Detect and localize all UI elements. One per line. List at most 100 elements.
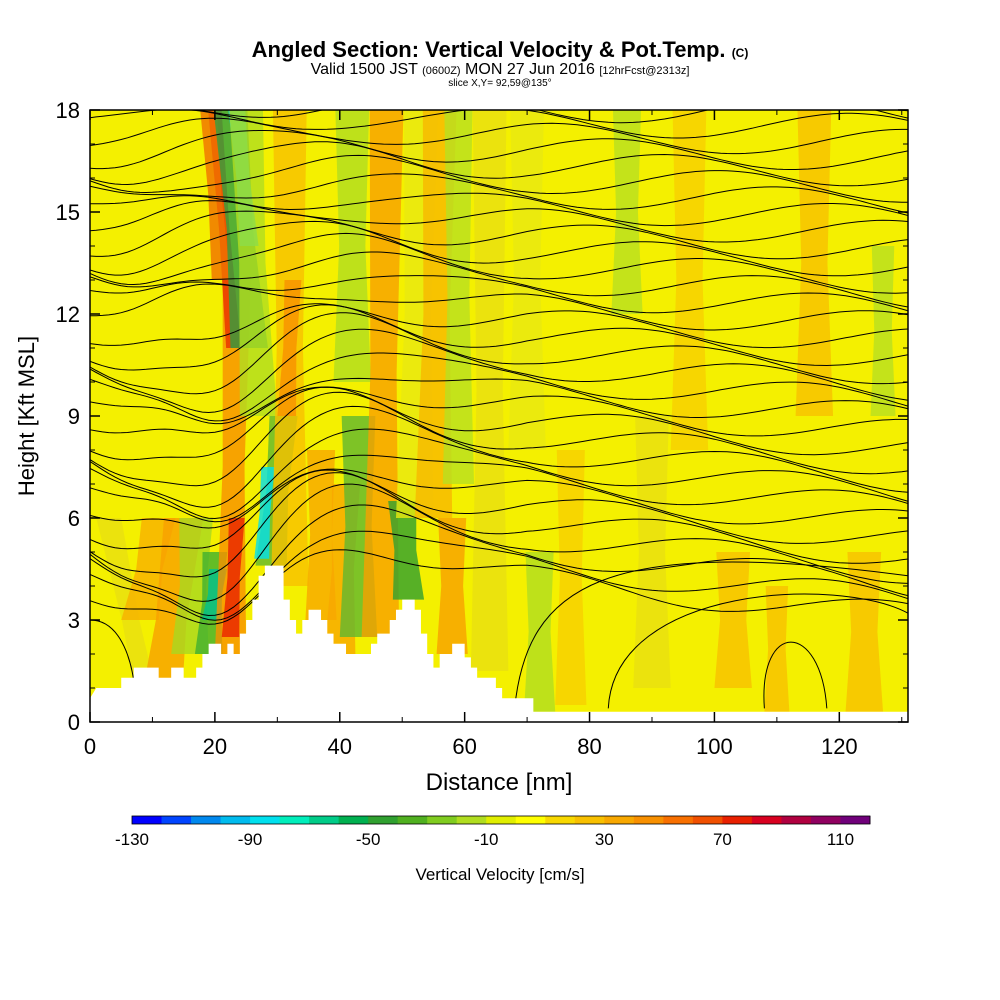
isentrope-line	[90, 117, 908, 155]
colorbar-swatch	[604, 816, 635, 824]
isentrope-line	[514, 561, 908, 709]
colorbar-tick-label: 30	[595, 830, 614, 849]
velocity-plume	[442, 110, 475, 484]
colorbar-swatch	[692, 816, 723, 824]
velocity-plume	[254, 467, 275, 559]
slice-info: slice X,Y= 92,59@135°	[448, 78, 552, 89]
isentrope-line	[90, 386, 908, 437]
isentrope-line	[90, 110, 908, 139]
isentrope-line	[90, 454, 908, 523]
isentrope-line	[90, 468, 908, 529]
colorbar-tick-label: 70	[713, 830, 732, 849]
forecast-info: [12hrFcst@2313z]	[599, 65, 690, 77]
colorbar-swatch	[338, 816, 369, 824]
y-tick-label: 6	[68, 506, 80, 531]
isentrope-line	[892, 110, 908, 112]
velocity-plume	[611, 110, 643, 314]
y-tick-label: 3	[68, 608, 80, 633]
isentrope-line	[90, 428, 908, 520]
velocity-plume	[523, 552, 556, 712]
isentrope-line	[90, 192, 908, 227]
velocity-plume	[845, 552, 884, 712]
colorbar-tick-label: -10	[474, 830, 499, 849]
terrain-mask	[90, 565, 908, 722]
colorbar-swatch	[397, 816, 428, 824]
colorbar-swatch	[574, 816, 605, 824]
isentrope-line	[90, 469, 908, 550]
isentrope-line	[90, 405, 908, 508]
isentrope-line	[90, 352, 908, 422]
isentrope-line	[194, 110, 908, 124]
y-tick-label: 15	[56, 200, 80, 225]
isentrope-line	[90, 154, 908, 203]
x-tick-label: 80	[577, 734, 601, 759]
valid-zulu: (0600Z)	[422, 65, 461, 77]
velocity-plume	[436, 518, 468, 654]
colorbar-tick-label: -50	[356, 830, 381, 849]
velocity-plume	[555, 450, 587, 705]
isentrope-line	[90, 173, 908, 214]
colorbar-swatch	[722, 816, 753, 824]
valid-prefix: Valid 1500 JST	[310, 61, 418, 78]
isentrope-line	[90, 141, 908, 187]
isentrope-line	[90, 377, 908, 425]
velocity-plume	[508, 110, 546, 450]
title-text: Angled Section: Vertical Velocity & Pot.…	[251, 37, 726, 62]
x-tick-label: 40	[328, 734, 352, 759]
isentrope-line	[90, 483, 908, 602]
colorbar-swatch	[279, 816, 310, 824]
isentrope-line	[90, 328, 908, 414]
colorbar-swatch	[840, 816, 871, 824]
colorbar-swatch	[368, 816, 399, 824]
colorbar-label: Vertical Velocity [cm/s]	[415, 865, 584, 884]
colorbar-swatch	[191, 816, 222, 824]
x-tick-label: 120	[821, 734, 858, 759]
isentrope-line	[90, 472, 908, 578]
velocity-plume	[229, 110, 278, 416]
velocity-plume	[388, 501, 425, 600]
isentrope-line	[90, 391, 908, 487]
colorbar-swatch	[456, 816, 487, 824]
colorbar-swatch	[515, 816, 546, 824]
isentrope-line	[90, 504, 908, 617]
colorbar-swatch	[132, 816, 163, 824]
colorbar-swatch	[633, 816, 664, 824]
velocity-plume	[333, 110, 371, 382]
velocity-plume	[670, 110, 709, 450]
colorbar-swatch	[427, 816, 458, 824]
colorbar-swatch	[220, 816, 251, 824]
colorbar-swatch	[781, 816, 812, 824]
valid-time-line: Valid 1500 JST (0600Z) MON 27 Jun 2016 […	[0, 61, 1000, 79]
colorbar-swatch	[250, 816, 281, 824]
isentrope-line	[90, 210, 908, 260]
isentrope-line	[90, 386, 908, 461]
velocity-plume	[470, 110, 509, 671]
velocity-plume	[714, 552, 752, 688]
colorbar-swatch	[663, 816, 694, 824]
colorbar-tick-label: -90	[238, 830, 263, 849]
y-tick-label: 9	[68, 404, 80, 429]
y-tick-label: 0	[68, 710, 80, 735]
isentrope-line	[763, 641, 828, 709]
x-tick-label: 0	[84, 734, 96, 759]
colorbar-swatch	[309, 816, 340, 824]
valid-date: MON 27 Jun 2016	[465, 61, 595, 78]
x-tick-label: 20	[203, 734, 227, 759]
title-unit: (C)	[731, 46, 749, 60]
isentrope-line	[90, 275, 908, 314]
x-tick-label: 60	[452, 734, 476, 759]
y-tick-label: 12	[56, 302, 80, 327]
colorbar-tick-label: -130	[115, 830, 149, 849]
x-axis-label: Distance [nm]	[426, 769, 573, 796]
colorbar-swatch	[545, 816, 576, 824]
velocity-plume	[277, 280, 302, 416]
isentrope-line	[90, 200, 908, 243]
isentrope-line	[90, 232, 908, 294]
velocity-plume	[200, 110, 231, 280]
isentrope-line	[90, 220, 908, 277]
colorbar-swatch	[810, 816, 841, 824]
y-tick-label: 18	[56, 98, 80, 123]
isentrope-line	[607, 593, 908, 709]
colorbar-swatch	[486, 816, 517, 824]
